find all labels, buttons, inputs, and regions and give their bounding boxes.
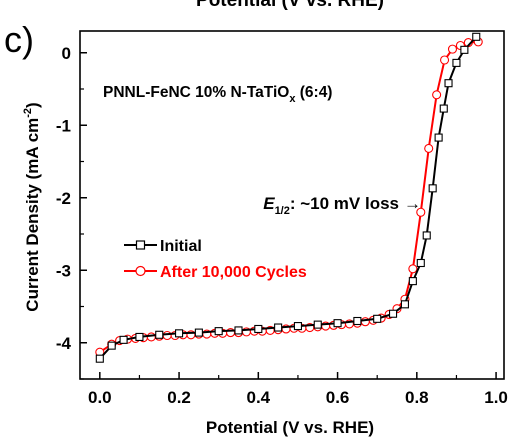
sample-annotation: PNNL-FeNC 10% N-TaTiOx (6:4) [103, 84, 332, 105]
data-point-initial [428, 184, 437, 193]
x-tick-label: 0.0 [88, 388, 112, 407]
data-point-initial [388, 309, 398, 318]
data-point-initial [155, 330, 164, 339]
e12-annotation: E1/2: ~10 mV loss → [263, 194, 421, 217]
x-tick-label: 1.0 [484, 388, 508, 407]
series-layer [95, 32, 483, 363]
data-point-after-cycles [416, 207, 426, 217]
data-point-initial [313, 320, 322, 329]
data-point-initial [254, 324, 263, 334]
data-point-after-cycles [432, 90, 442, 100]
data-point-initial [439, 104, 448, 113]
data-point-after-cycles [424, 143, 434, 153]
x-axis-title: Potential (V vs. RHE) [206, 418, 374, 437]
legend-marker-initial [135, 240, 146, 250]
x-tick-label: 0.2 [167, 388, 191, 407]
data-point-initial [214, 327, 223, 336]
data-point-initial [135, 332, 144, 342]
data-point-after-cycles [447, 44, 458, 54]
legend-marker-cycles [135, 265, 146, 277]
top-cut-label: Potential (V vs. RHE) [196, 0, 384, 11]
y-axis-title: Current Density (mA cm-2) [22, 102, 42, 311]
y-tick-label: -4 [56, 334, 72, 353]
legend-label-cycles: After 10,000 Cycles [160, 264, 307, 281]
panel-label: c) [4, 19, 34, 60]
x-tick-label: 0.6 [326, 388, 350, 407]
x-axis-ticks: 0.0 0.2 0.4 0.6 0.8 1.0 [88, 372, 508, 407]
data-point-initial [408, 277, 417, 286]
data-point-after-cycles [162, 330, 172, 341]
data-point-initial [444, 79, 453, 88]
data-point-initial [353, 316, 362, 326]
legend: Initial After 10,000 Cycles [124, 238, 307, 281]
y-tick-label: -1 [56, 116, 71, 135]
x-tick-label: 0.8 [405, 388, 429, 407]
data-point-initial [274, 323, 283, 332]
y-axis-ticks: 0 -1 -2 -3 -4 [56, 44, 87, 380]
y-tick-label: 0 [62, 44, 71, 63]
data-point-after-cycles [440, 55, 450, 65]
data-point-initial [400, 300, 409, 309]
y-tick-label: -3 [56, 261, 71, 280]
data-point-initial [333, 319, 342, 328]
data-point-initial [293, 322, 302, 331]
x-tick-label: 0.4 [246, 388, 270, 407]
data-point-initial [234, 326, 243, 335]
data-point-initial [373, 314, 382, 323]
data-point-initial [107, 341, 116, 350]
data-point-initial [452, 58, 461, 67]
plot-frame [79, 30, 505, 380]
data-point-initial [422, 231, 431, 240]
legend-label-initial: Initial [160, 238, 202, 255]
sample-annotation-sub: x [289, 93, 296, 105]
data-point-initial [472, 32, 481, 41]
y-tick-label: -2 [56, 189, 71, 208]
data-point-initial [434, 133, 443, 142]
data-point-initial [119, 335, 128, 344]
data-point-initial [175, 329, 184, 338]
series-line [99, 36, 478, 360]
data-point-after-cycles [146, 332, 156, 342]
data-point-initial [416, 258, 425, 268]
data-point-after-cycles [408, 264, 418, 274]
data-point-initial [95, 354, 104, 363]
data-point-initial [194, 328, 203, 337]
data-point-initial [460, 45, 469, 54]
